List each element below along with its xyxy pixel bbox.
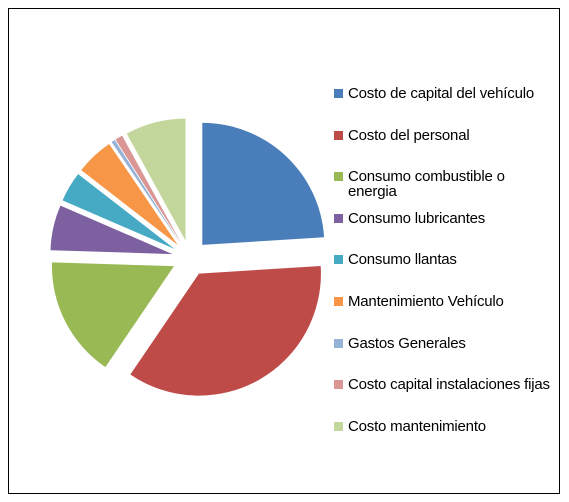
pie-slice [81, 143, 178, 245]
pie-slice [111, 139, 181, 243]
legend-swatch [334, 255, 343, 265]
legend-label: Consumo llantas [348, 251, 457, 269]
pie-slice [51, 262, 174, 368]
legend-swatch [334, 380, 343, 390]
legend-swatch [334, 172, 343, 182]
legend-label: Costo del personal [348, 126, 470, 144]
legend-label: Gastos Generales [348, 334, 466, 352]
pie-slice [115, 135, 181, 243]
pie-slice [130, 265, 321, 396]
legend-label: Mantenimiento Vehículo [348, 293, 504, 310]
legend-swatch [334, 213, 343, 223]
legend-label: Costo capital instalaciones fijas [348, 376, 550, 394]
legend-swatch [334, 421, 343, 431]
legend-label: Consumo lubricantes [348, 209, 486, 227]
chart-frame [8, 8, 560, 494]
legend-swatch [334, 338, 343, 348]
legend-label: Consumo combustible o energia [348, 168, 505, 201]
pie-slice [62, 174, 175, 249]
pie-slice [202, 122, 325, 245]
pie-slice [50, 205, 173, 255]
legend-label: Costo de capital del vehículo [348, 85, 534, 102]
legend-label: Costo mantenimiento [348, 417, 486, 435]
pie-slice [126, 118, 186, 241]
legend-swatch [334, 89, 343, 98]
legend-swatch [334, 297, 343, 306]
legend-swatch [334, 130, 343, 140]
